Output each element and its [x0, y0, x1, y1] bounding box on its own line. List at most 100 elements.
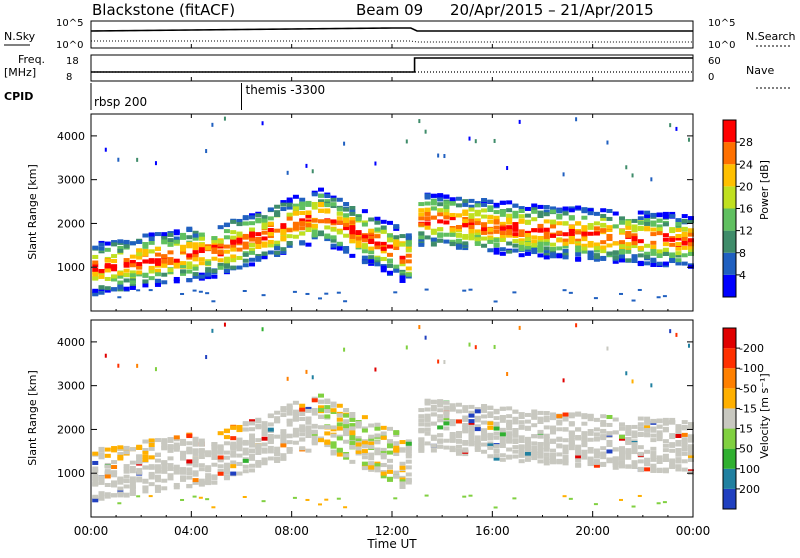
- power-cell: [568, 208, 575, 213]
- velocity-cell: [650, 426, 657, 431]
- power-cell: [349, 211, 356, 216]
- velocity-cell: [349, 459, 356, 464]
- velocity-cell: [198, 463, 205, 468]
- power-cell: [481, 198, 488, 203]
- power-cell: [631, 244, 638, 249]
- power-cell: [518, 238, 525, 243]
- velocity-cell: [211, 328, 214, 333]
- velocity-cell: [223, 475, 230, 480]
- power-cell: [562, 244, 569, 249]
- velocity-cell: [524, 457, 531, 462]
- velocity-cell: [562, 455, 569, 460]
- velocity-cell: [625, 439, 632, 444]
- power-cell: [405, 139, 408, 144]
- power-cell: [481, 202, 488, 207]
- velocity-cell: [318, 503, 323, 506]
- velocity-colorbar-label: Velocity [m s⁻¹]: [758, 373, 771, 458]
- velocity-cell: [556, 427, 563, 432]
- velocity-cell: [687, 445, 694, 450]
- power-cell: [587, 208, 594, 213]
- velocity-cell: [198, 478, 205, 483]
- power-cell: [575, 252, 582, 257]
- power-cell: [656, 224, 663, 229]
- power-cell: [656, 231, 663, 236]
- velocity-cell: [217, 468, 224, 473]
- velocity-cell: [343, 506, 348, 509]
- power-cell: [531, 250, 538, 255]
- velocity-cell: [481, 408, 488, 413]
- power-cell: [161, 236, 168, 241]
- colorbar-swatch: [723, 164, 736, 187]
- velocity-cell: [556, 459, 563, 464]
- velocity-cell: [393, 497, 398, 500]
- power-cell: [286, 228, 293, 233]
- power-cell: [198, 272, 205, 277]
- power-cell: [154, 258, 161, 263]
- power-cell: [324, 237, 331, 242]
- velocity-cell: [543, 456, 550, 461]
- velocity-cell: [499, 415, 506, 420]
- power-cell: [230, 235, 237, 240]
- power-cell: [267, 239, 274, 244]
- power-cell: [223, 259, 230, 264]
- velocity-cell: [236, 445, 243, 450]
- power-cell: [681, 253, 688, 258]
- velocity-cell: [198, 455, 205, 460]
- velocity-cell: [148, 455, 155, 460]
- power-cell: [631, 241, 638, 246]
- power-cell: [261, 121, 264, 126]
- power-cell: [368, 246, 375, 251]
- velocity-cell: [430, 421, 437, 426]
- power-cell: [261, 230, 268, 235]
- power-cell: [430, 228, 437, 233]
- velocity-cell: [481, 429, 488, 434]
- velocity-cell: [117, 454, 124, 459]
- power-cell: [142, 252, 149, 257]
- power-cell: [374, 227, 381, 232]
- velocity-cell: [261, 421, 268, 426]
- velocity-cell: [123, 484, 130, 489]
- velocity-cell: [399, 479, 406, 484]
- power-cell: [148, 237, 155, 242]
- velocity-cell: [292, 432, 299, 437]
- velocity-cell: [242, 495, 247, 498]
- power-cell: [524, 251, 531, 256]
- velocity-cell: [681, 459, 688, 464]
- velocity-cell: [280, 408, 287, 413]
- velocity-cell: [343, 424, 350, 429]
- power-cell: [393, 264, 400, 269]
- velocity-cell: [305, 408, 312, 413]
- power-cell: [543, 239, 550, 244]
- power-cell: [98, 285, 105, 290]
- velocity-cell: [474, 424, 481, 429]
- velocity-cell: [512, 428, 519, 433]
- velocity-cell: [581, 452, 588, 457]
- velocity-cell: [543, 425, 550, 430]
- power-cell: [481, 243, 488, 248]
- velocity-cell: [518, 450, 525, 455]
- velocity-cell: [568, 435, 575, 440]
- power-cell: [531, 247, 538, 252]
- power-cell: [311, 169, 314, 174]
- velocity-cell: [324, 425, 331, 430]
- velocity-cell: [681, 420, 688, 425]
- velocity-cell: [211, 445, 218, 450]
- colorbar-tick-label: 28: [739, 136, 753, 149]
- power-cell: [136, 289, 141, 292]
- velocity-cell: [537, 420, 544, 425]
- velocity-cell: [123, 469, 130, 474]
- power-cell: [104, 264, 111, 269]
- power-cell: [136, 239, 143, 244]
- velocity-cell: [249, 419, 256, 424]
- power-cell: [230, 244, 237, 249]
- velocity-cell: [430, 407, 437, 412]
- power-cell: [625, 231, 632, 236]
- power-cell: [198, 232, 205, 237]
- power-cell: [211, 247, 218, 252]
- velocity-cell: [437, 399, 444, 404]
- velocity-cell: [474, 440, 481, 445]
- velocity-cell: [669, 464, 676, 469]
- power-cell: [593, 242, 600, 247]
- velocity-cell: [644, 416, 651, 421]
- velocity-cell: [675, 440, 682, 445]
